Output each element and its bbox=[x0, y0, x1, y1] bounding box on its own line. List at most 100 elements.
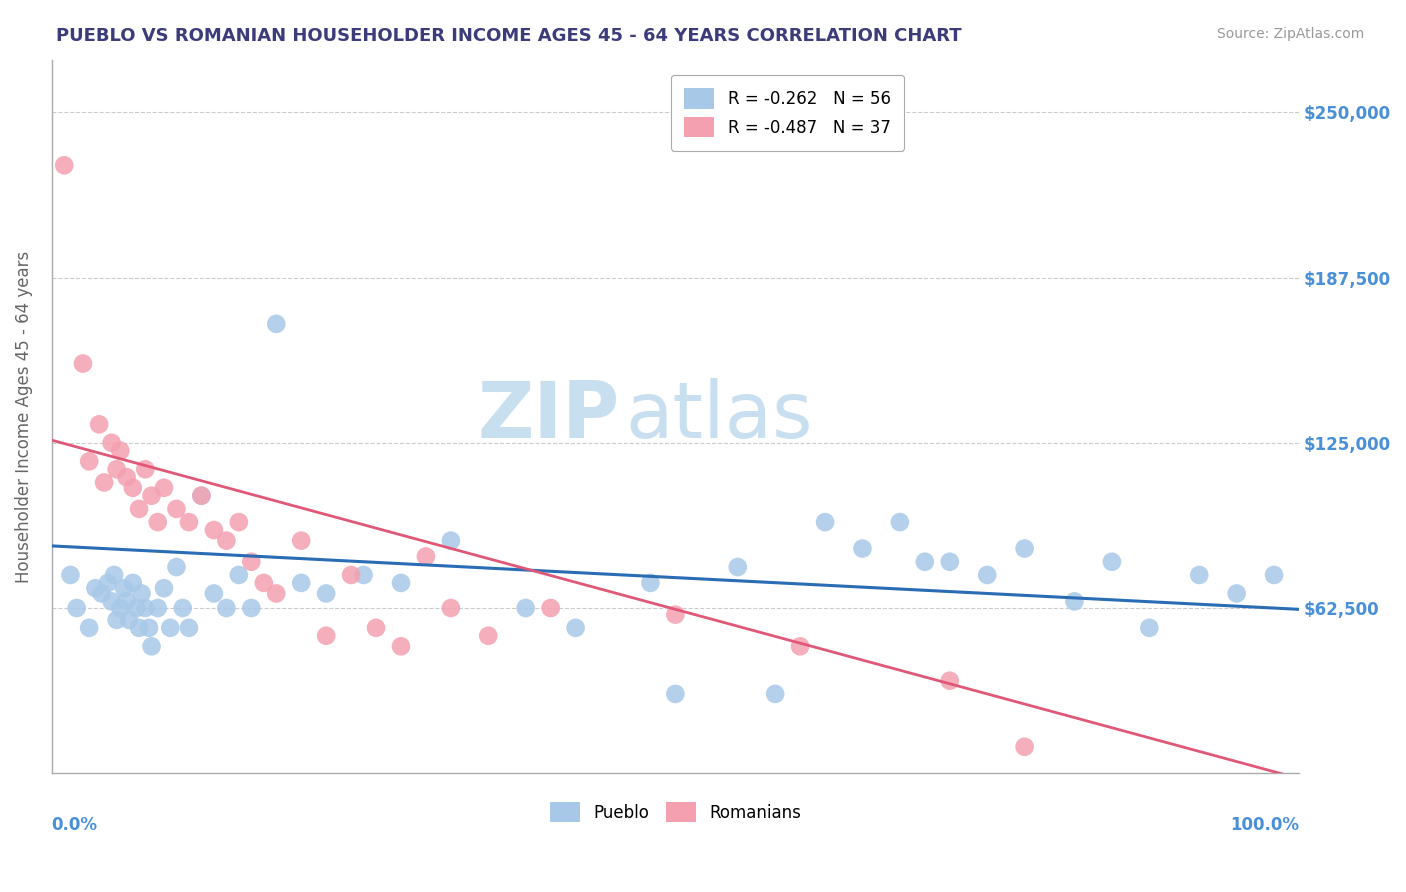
Point bbox=[540, 601, 562, 615]
Point bbox=[353, 568, 375, 582]
Point bbox=[851, 541, 873, 556]
Point bbox=[1101, 555, 1123, 569]
Point bbox=[1014, 541, 1036, 556]
Point bbox=[121, 575, 143, 590]
Point bbox=[477, 629, 499, 643]
Point bbox=[440, 601, 463, 615]
Point bbox=[914, 555, 936, 569]
Point bbox=[228, 568, 250, 582]
Point bbox=[315, 629, 337, 643]
Point bbox=[131, 586, 153, 600]
Point bbox=[1263, 568, 1285, 582]
Y-axis label: Householder Income Ages 45 - 64 years: Householder Income Ages 45 - 64 years bbox=[15, 251, 32, 582]
Point bbox=[141, 640, 163, 654]
Point bbox=[110, 601, 132, 615]
Point bbox=[290, 533, 312, 548]
Point bbox=[146, 601, 169, 615]
Point bbox=[115, 470, 138, 484]
Point bbox=[1137, 621, 1160, 635]
Point bbox=[939, 673, 962, 688]
Point bbox=[515, 601, 537, 615]
Point bbox=[763, 687, 786, 701]
Text: 0.0%: 0.0% bbox=[52, 816, 98, 834]
Point bbox=[664, 607, 686, 622]
Point bbox=[134, 601, 156, 615]
Point bbox=[889, 515, 911, 529]
Point bbox=[115, 594, 138, 608]
Point bbox=[1014, 739, 1036, 754]
Point bbox=[128, 502, 150, 516]
Point bbox=[166, 560, 188, 574]
Text: atlas: atlas bbox=[626, 378, 813, 454]
Point bbox=[315, 586, 337, 600]
Point bbox=[364, 621, 387, 635]
Point bbox=[166, 502, 188, 516]
Point bbox=[77, 621, 100, 635]
Point bbox=[100, 594, 122, 608]
Point bbox=[105, 462, 128, 476]
Point bbox=[202, 523, 225, 537]
Point bbox=[215, 601, 238, 615]
Point bbox=[90, 586, 112, 600]
Point bbox=[415, 549, 437, 564]
Point bbox=[264, 586, 287, 600]
Point bbox=[118, 613, 141, 627]
Point bbox=[202, 586, 225, 600]
Point bbox=[53, 158, 76, 172]
Point bbox=[1226, 586, 1249, 600]
Point bbox=[59, 568, 82, 582]
Point bbox=[640, 575, 662, 590]
Point bbox=[146, 515, 169, 529]
Point bbox=[389, 640, 412, 654]
Point bbox=[110, 443, 132, 458]
Point bbox=[89, 417, 111, 432]
Point bbox=[103, 568, 125, 582]
Point bbox=[340, 568, 363, 582]
Point bbox=[141, 489, 163, 503]
Point bbox=[72, 357, 94, 371]
Point bbox=[253, 575, 276, 590]
Point bbox=[240, 555, 263, 569]
Text: 100.0%: 100.0% bbox=[1230, 816, 1299, 834]
Point bbox=[939, 555, 962, 569]
Point bbox=[77, 454, 100, 468]
Point bbox=[121, 481, 143, 495]
Point bbox=[440, 533, 463, 548]
Point bbox=[100, 435, 122, 450]
Point bbox=[134, 462, 156, 476]
Point bbox=[159, 621, 181, 635]
Point bbox=[128, 621, 150, 635]
Point bbox=[228, 515, 250, 529]
Point bbox=[153, 581, 176, 595]
Point bbox=[240, 601, 263, 615]
Point bbox=[1063, 594, 1085, 608]
Point bbox=[1188, 568, 1211, 582]
Point bbox=[97, 575, 120, 590]
Legend: Pueblo, Romanians: Pueblo, Romanians bbox=[543, 796, 807, 829]
Point bbox=[177, 515, 200, 529]
Point bbox=[125, 601, 148, 615]
Point bbox=[564, 621, 586, 635]
Point bbox=[664, 687, 686, 701]
Point bbox=[789, 640, 811, 654]
Point bbox=[66, 601, 89, 615]
Point bbox=[727, 560, 749, 574]
Text: Source: ZipAtlas.com: Source: ZipAtlas.com bbox=[1216, 27, 1364, 41]
Point bbox=[105, 613, 128, 627]
Point bbox=[112, 581, 135, 595]
Point bbox=[153, 481, 176, 495]
Point bbox=[814, 515, 837, 529]
Point bbox=[190, 489, 212, 503]
Point bbox=[84, 581, 107, 595]
Point bbox=[389, 575, 412, 590]
Point bbox=[190, 489, 212, 503]
Point bbox=[172, 601, 194, 615]
Text: PUEBLO VS ROMANIAN HOUSEHOLDER INCOME AGES 45 - 64 YEARS CORRELATION CHART: PUEBLO VS ROMANIAN HOUSEHOLDER INCOME AG… bbox=[56, 27, 962, 45]
Point bbox=[264, 317, 287, 331]
Point bbox=[177, 621, 200, 635]
Point bbox=[215, 533, 238, 548]
Point bbox=[976, 568, 998, 582]
Point bbox=[138, 621, 160, 635]
Text: ZIP: ZIP bbox=[477, 378, 619, 454]
Point bbox=[93, 475, 115, 490]
